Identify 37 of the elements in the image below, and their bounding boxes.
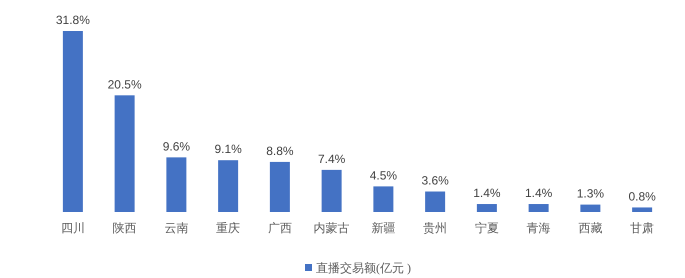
bar <box>270 162 290 212</box>
x-tick-label: 新疆 <box>371 221 396 235</box>
bar <box>373 186 394 212</box>
bar <box>114 95 135 212</box>
data-label: 1.3% <box>576 186 604 201</box>
legend-label: 直播交易额(亿元 ) <box>316 261 411 275</box>
data-label: 7.4% <box>318 152 346 166</box>
bar <box>322 170 342 212</box>
data-label: 0.8% <box>628 189 656 204</box>
x-tick-label: 甘肃 <box>630 221 654 235</box>
data-label: 31.8% <box>56 13 90 27</box>
bar <box>425 192 446 212</box>
data-label: 1.4% <box>524 186 553 200</box>
bar <box>528 204 549 212</box>
bar <box>218 160 238 212</box>
bar <box>580 204 600 212</box>
data-label: 4.5% <box>370 168 398 182</box>
data-label: 8.8% <box>266 144 294 158</box>
bar <box>166 157 186 212</box>
x-tick-label: 内蒙古 <box>314 221 350 235</box>
data-label: 9.1% <box>214 142 242 156</box>
x-tick-label: 四川 <box>60 221 85 235</box>
x-tick-label: 云南 <box>164 221 188 235</box>
data-label: 9.6% <box>162 139 190 154</box>
x-tick-label: 西藏 <box>578 221 602 235</box>
x-tick-label: 青海 <box>526 221 551 235</box>
data-label: 1.4% <box>473 186 501 200</box>
x-tick-label: 陕西 <box>112 221 137 235</box>
x-tick-label: 宁夏 <box>474 221 499 235</box>
x-tick-label: 广西 <box>268 221 292 235</box>
bar <box>632 207 652 212</box>
bar <box>476 204 497 212</box>
x-tick-label: 贵州 <box>423 221 448 235</box>
data-label: 20.5% <box>108 77 142 92</box>
data-label: 3.6% <box>421 174 450 188</box>
x-tick-label: 重庆 <box>216 221 240 235</box>
bar <box>62 31 83 212</box>
